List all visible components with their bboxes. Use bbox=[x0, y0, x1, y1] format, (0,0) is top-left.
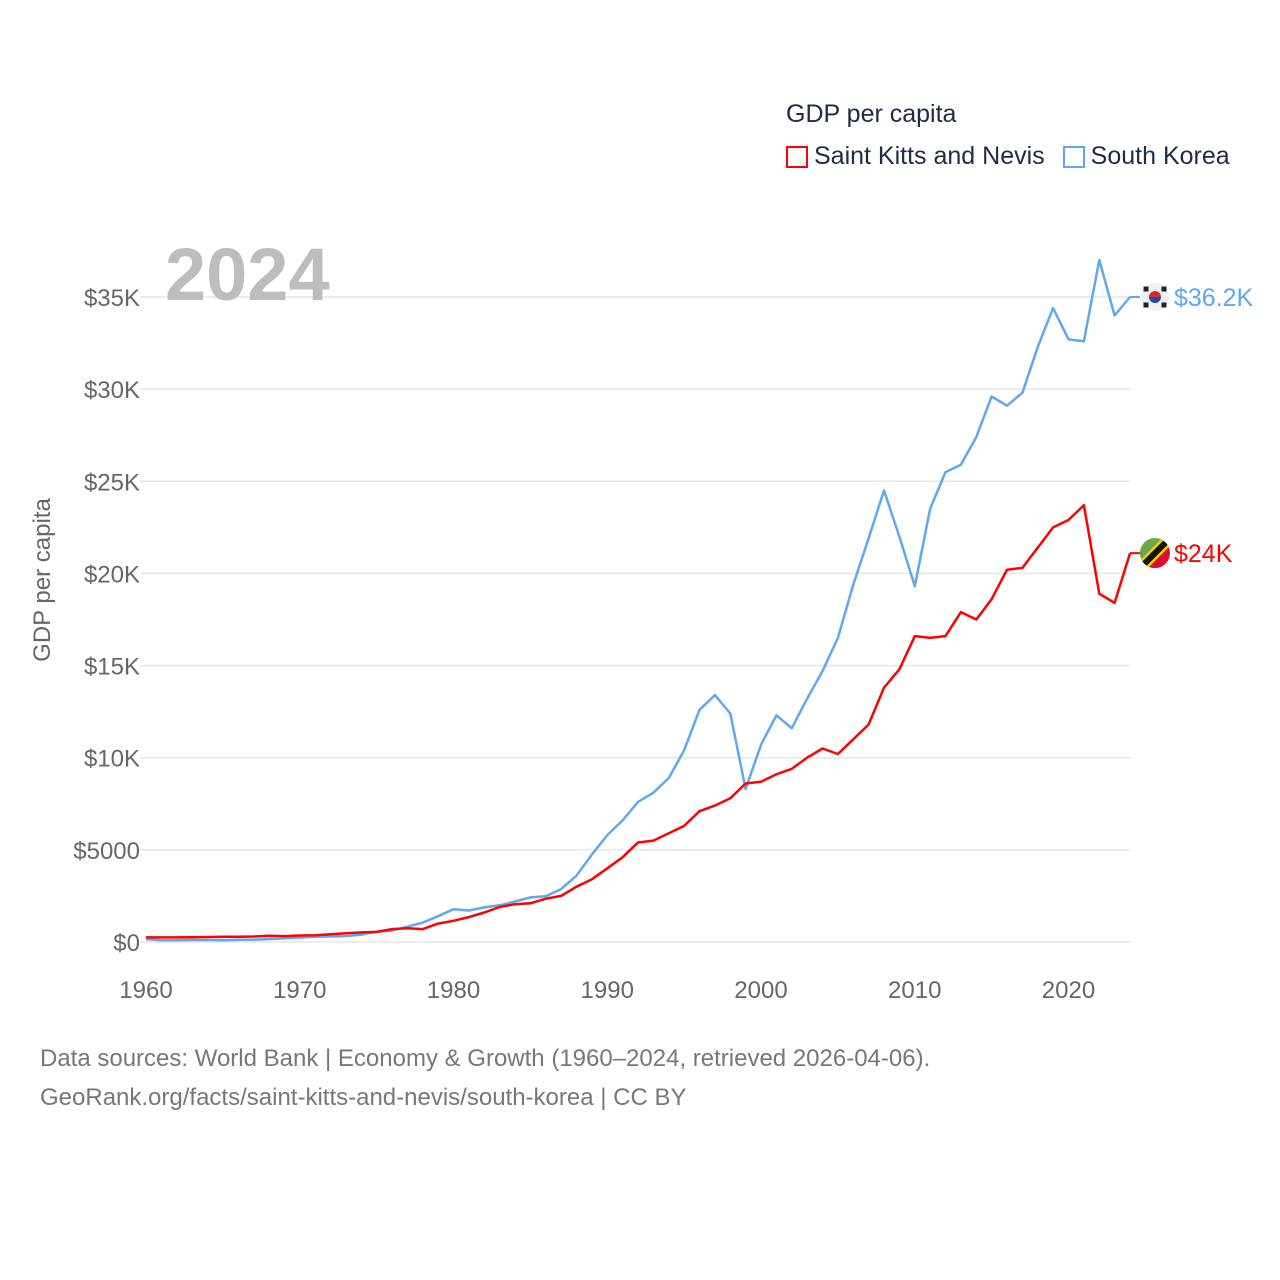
year-label: 2024 bbox=[165, 233, 330, 316]
south-korea-flag-icon bbox=[1141, 283, 1169, 311]
grid-lines bbox=[140, 296, 1130, 943]
y-axis-label: GDP per capita bbox=[29, 498, 56, 662]
legend-title: GDP per capita bbox=[786, 100, 957, 128]
y-tick-label: $30K bbox=[84, 377, 140, 404]
x-tick-label: 2010 bbox=[888, 977, 941, 1004]
x-tick-label: 1960 bbox=[119, 977, 172, 1004]
x-tick-label: 1970 bbox=[273, 977, 326, 1004]
y-tick-label: $25K bbox=[84, 469, 140, 496]
end-value-label: $36.2K bbox=[1174, 284, 1254, 312]
saint-kitts-flag-icon bbox=[1140, 538, 1170, 569]
y-tick-label: $15K bbox=[84, 654, 140, 681]
y-axis-ticks: $0 $5000 $10K $15K $20K $25K $30K $35K bbox=[73, 285, 140, 957]
y-tick-label: $35K bbox=[84, 285, 140, 312]
legend-label: Saint Kitts and Nevis bbox=[814, 142, 1045, 170]
footer-sources: Data sources: World Bank | Economy & Gro… bbox=[40, 1045, 931, 1072]
x-tick-label: 1990 bbox=[581, 977, 634, 1004]
series-lines bbox=[145, 258, 1132, 942]
x-tick-label: 2020 bbox=[1042, 977, 1095, 1004]
y-tick-label: $20K bbox=[84, 561, 140, 588]
x-axis-ticks: 1960 1970 1980 1990 2000 2010 2020 bbox=[119, 977, 1095, 1004]
legend-swatch bbox=[1062, 145, 1085, 168]
legend-swatch bbox=[786, 145, 808, 168]
legend-item-south-korea[interactable]: South Korea bbox=[1062, 142, 1230, 171]
legend-item-saint-kitts[interactable]: Saint Kitts and Nevis bbox=[786, 142, 1045, 171]
footer-link[interactable]: GeoRank.org/facts/saint-kitts-and-nevis/… bbox=[40, 1084, 687, 1111]
legend: Saint Kitts and Nevis South Korea bbox=[786, 142, 1230, 171]
end-value-label: $24K bbox=[1174, 540, 1233, 568]
y-tick-label: $10K bbox=[84, 746, 140, 773]
x-tick-label: 2000 bbox=[734, 977, 787, 1004]
legend-label: South Korea bbox=[1090, 142, 1230, 170]
series-line-south-korea bbox=[145, 258, 1131, 942]
x-tick-label: 1980 bbox=[427, 977, 480, 1004]
end-labels: $36.2K $24K bbox=[1130, 283, 1254, 569]
y-tick-label: $0 bbox=[113, 930, 140, 957]
series-line-saint-kitts bbox=[146, 503, 1132, 939]
y-tick-label: $5000 bbox=[73, 838, 140, 865]
